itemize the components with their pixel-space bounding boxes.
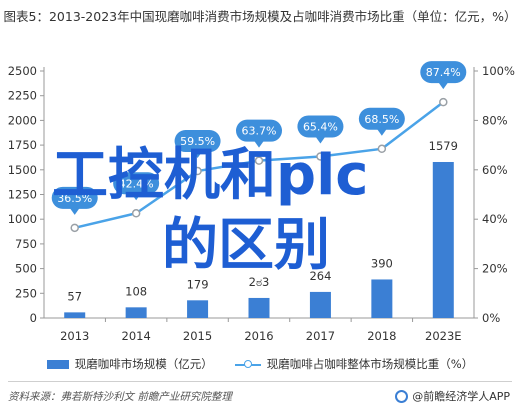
y-right-tick-label: 100% [482,64,515,78]
legend-line-swatch [234,359,261,369]
legend-item-line: 现磨咖啡占咖啡整体市场规模比重（%） [234,356,474,372]
line-value-label: 36.5% [57,192,92,205]
line-value-callout: 63.7% [236,119,282,148]
bar-value-label: 57 [67,289,82,303]
callout-pointer [131,193,142,201]
legend-bar-label: 现磨咖啡市场规模（亿元） [74,357,213,371]
bar-value-label: 1579 [429,139,458,153]
line-value-label: 63.7% [242,125,277,138]
bar [371,279,393,318]
line-value-label: 65.4% [303,120,338,133]
legend-bar-swatch [46,359,69,369]
callout-bubble [358,107,405,130]
x-tick-label: 2013 [60,329,89,343]
bar [248,297,270,318]
legend-line-label: 现磨咖啡占咖啡整体市场规模比重（%） [266,357,474,371]
y-right-tick-label: 40% [482,212,508,226]
line-point [439,97,448,107]
bar [125,307,147,318]
y-left-tick-label: 500 [15,262,37,276]
bar [309,291,331,318]
callout-pointer [192,151,203,159]
line-point [131,209,141,218]
callout-bubble [51,186,98,209]
line-point [193,166,202,176]
line-value-callout: 42.4% [113,172,160,201]
source-note: 资料来源：弗若斯特沙利文 前瞻产业研究院整理 [8,391,232,403]
y-right-tick-label: 80% [482,113,508,127]
line-value-label: 42.4% [119,177,154,190]
y-left-tick-label: 2500 [8,64,37,78]
callout-bubble [297,115,344,138]
line-value-callout: 36.5% [51,186,98,215]
x-tick-label: 2018 [367,329,396,343]
x-tick-label: 2014 [122,329,151,343]
bar [187,300,209,318]
legend-item-bar: 现磨咖啡市场规模（亿元） [46,356,213,372]
line-value-callout: 87.4% [420,61,467,90]
bar [64,312,86,318]
y-left-tick-label: 250 [15,286,37,300]
y-left-tick-label: 1500 [8,163,37,177]
bar-value-label: 2ಠ3 [249,275,270,289]
bar-value-label: 179 [187,277,209,291]
line-value-callout: 65.4% [297,115,344,144]
y-left-tick-label: 2000 [8,113,37,127]
line-point [254,156,264,165]
brand-logo-icon [395,389,409,403]
chart-title: 图表5：2013-2023年中国现磨咖啡消费市场规模及占咖啡消费市场比重（单位：… [3,9,517,24]
y-left-tick-label: 1250 [8,188,37,202]
y-left-tick-label: 750 [15,237,37,251]
line-value-label: 68.5% [364,113,399,126]
bar-value-label: 108 [125,284,147,298]
bar-value-label: 264 [309,269,331,283]
line-value-label: 59.5% [180,135,215,148]
footer-divider [8,381,512,382]
line-value-label: 87.4% [426,66,461,79]
callout-pointer [315,136,326,144]
line-value-callout: 68.5% [358,107,405,136]
line-value-callout: 59.5% [174,130,221,159]
y-right-tick-label: 60% [482,163,508,177]
bar [432,161,454,318]
y-left-tick-label: 1750 [8,138,37,152]
x-tick-label: 2016 [244,329,273,343]
callout-bubble [113,172,160,195]
brand-text: @前瞻经济学人APP [412,390,510,403]
x-tick-label: 2015 [183,329,212,343]
bar-value-label: 390 [371,256,393,270]
callout-pointer [376,128,387,136]
y-left-tick-label: 1000 [8,212,37,226]
brand-mark: @前瞻经济学人APP [395,388,510,404]
y-left-tick-label: 2250 [8,89,37,103]
x-tick-label: 2023E [425,329,462,343]
chart-legend: 现磨咖啡市场规模（亿元） 现磨咖啡占咖啡整体市场规模比重（%） [0,356,520,372]
line-point [70,223,79,233]
y-left-tick-label: 0 [30,311,37,325]
line-point [316,152,325,161]
y-right-tick-label: 20% [482,262,508,276]
callout-pointer [69,207,80,215]
callout-bubble [236,119,282,142]
callout-pointer [254,140,264,148]
callout-bubble [420,61,467,84]
line-point [377,144,387,154]
y-right-tick-label: 0% [482,311,500,325]
callout-bubble [174,130,221,153]
callout-pointer [438,82,449,90]
x-tick-label: 2017 [306,329,335,343]
